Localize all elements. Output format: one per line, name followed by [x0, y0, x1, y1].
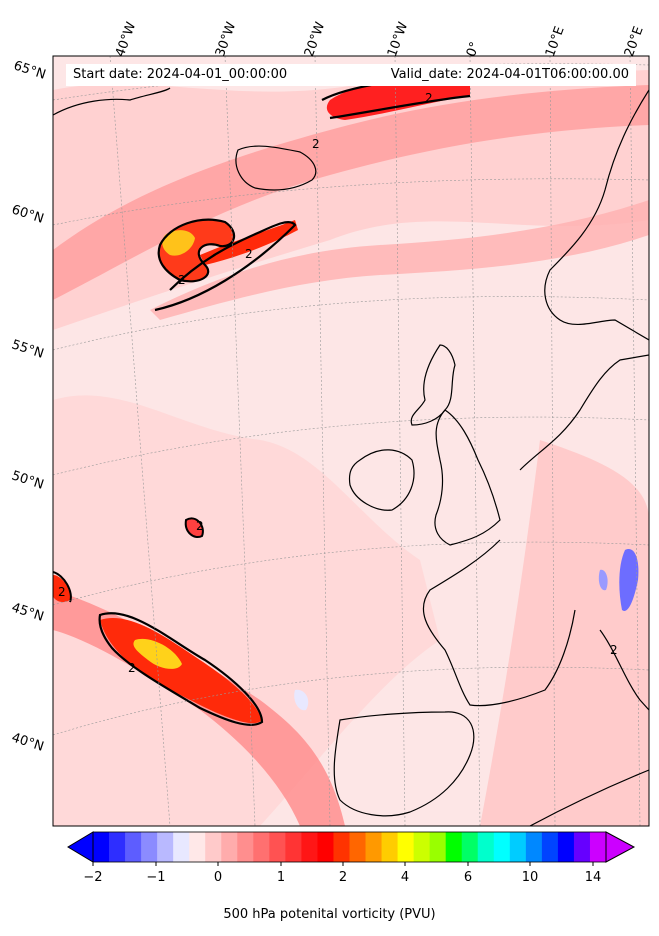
- valid-date: Valid_date: 2024-04-01T06:00:00.00: [390, 67, 629, 82]
- iceland-coast: [235, 145, 317, 191]
- norway-coast: [544, 89, 649, 341]
- scotland-coast: [410, 344, 456, 426]
- colorbar-segment: [429, 832, 447, 862]
- colorbar-segment: [381, 832, 399, 862]
- pv-streak: [150, 200, 649, 320]
- pv-negative: [619, 549, 639, 611]
- africa-coast: [529, 769, 649, 826]
- colorbar-outline: [92, 831, 607, 863]
- colorbar-title: 500 hPa potenital vorticity (PVU): [223, 907, 436, 922]
- colorbar-segment: [509, 832, 527, 862]
- ireland-coast: [348, 449, 415, 511]
- colorbar-segment: [269, 832, 286, 862]
- contour-label: 2: [128, 661, 136, 675]
- colorbar-segment: [349, 832, 367, 862]
- contour-label: 2: [196, 519, 204, 533]
- start-date: Start date: 2024-04-01_00:00:00: [73, 67, 288, 82]
- pv-streak: [53, 85, 649, 300]
- pv-field-pink: [480, 440, 649, 826]
- colorbar-segment: [557, 832, 575, 862]
- colorbar-segment: [109, 832, 126, 862]
- colorbar-segment: [477, 832, 495, 862]
- pv-contour-2: [154, 221, 297, 312]
- date-banner: Start date: 2024-04-01_00:00:00 Valid_da…: [66, 64, 636, 86]
- contour-label: 2: [312, 137, 320, 151]
- colorbar-extend-high: [605, 831, 636, 863]
- greenland-coast: [53, 87, 171, 116]
- coastlines: [53, 87, 649, 826]
- italy-coast: [599, 629, 649, 711]
- pv-high-core: [53, 575, 71, 603]
- colorbar-segment: [365, 832, 383, 862]
- colorbar-tick: 10: [521, 870, 539, 885]
- colorbar-segment: [445, 832, 463, 862]
- colorbar-segment: [525, 832, 543, 862]
- contour-label: 2: [58, 585, 66, 599]
- colorbar-tick: −1: [146, 870, 166, 885]
- colorbar-segment: [493, 832, 511, 862]
- pv-high-core: [133, 638, 182, 669]
- colorbar: [67, 831, 636, 866]
- netherlands-denmark-coast: [519, 354, 649, 471]
- colorbar-segment: [301, 832, 318, 862]
- colorbar-segment: [589, 832, 607, 862]
- colorbar-tick: 6: [463, 870, 473, 885]
- pv-contour-2: [157, 218, 236, 283]
- pv-high-core: [162, 230, 195, 256]
- colorbar-segment: [157, 832, 174, 862]
- colorbar-segment: [285, 832, 302, 862]
- colorbar-segment: [141, 832, 158, 862]
- colorbar-tick: −2: [83, 870, 103, 885]
- colorbar-segment: [173, 832, 190, 862]
- iberia-coast: [333, 711, 475, 817]
- graticule: [53, 56, 649, 826]
- colorbar-tick: 4: [400, 870, 410, 885]
- pv-contour-2: [184, 517, 204, 538]
- colorbar-segment: [125, 832, 142, 862]
- colorbar-segment: [189, 832, 206, 862]
- colorbar-segment: [221, 832, 238, 862]
- contour-label: 2: [610, 643, 618, 657]
- pv-contour-2: [53, 571, 72, 603]
- colorbar-segment: [461, 832, 479, 862]
- colorbar-segment: [573, 832, 591, 862]
- france-coast: [422, 539, 576, 707]
- map-frame: [52, 55, 650, 827]
- colorbar-segment: [237, 832, 254, 862]
- colorbar-tick: 2: [338, 870, 348, 885]
- colorbar-segment: [93, 832, 110, 862]
- colorbar-extend-low: [67, 831, 94, 863]
- colorbar-tick: 0: [213, 870, 223, 885]
- pv-contour-2: [98, 612, 264, 726]
- colorbar-segment: [317, 832, 334, 862]
- colorbar-segment: [333, 832, 350, 862]
- colorbar-tick: 14: [584, 870, 602, 885]
- colorbar-segment: [541, 832, 559, 862]
- colorbar-segment: [397, 832, 415, 862]
- colorbar-tick: 1: [276, 870, 286, 885]
- colorbar-segment: [205, 832, 222, 862]
- contour-label: 2: [425, 91, 433, 105]
- contour-label: 2: [245, 247, 253, 261]
- pv-high-core: [200, 220, 298, 265]
- pv-negative: [598, 569, 608, 591]
- britain-coast: [434, 409, 501, 546]
- colorbar-segment: [413, 832, 431, 862]
- colorbar-segment: [253, 832, 270, 862]
- contour-label: 2: [178, 273, 186, 287]
- pv-field-pink: [53, 395, 440, 826]
- pv-negative: [294, 689, 309, 711]
